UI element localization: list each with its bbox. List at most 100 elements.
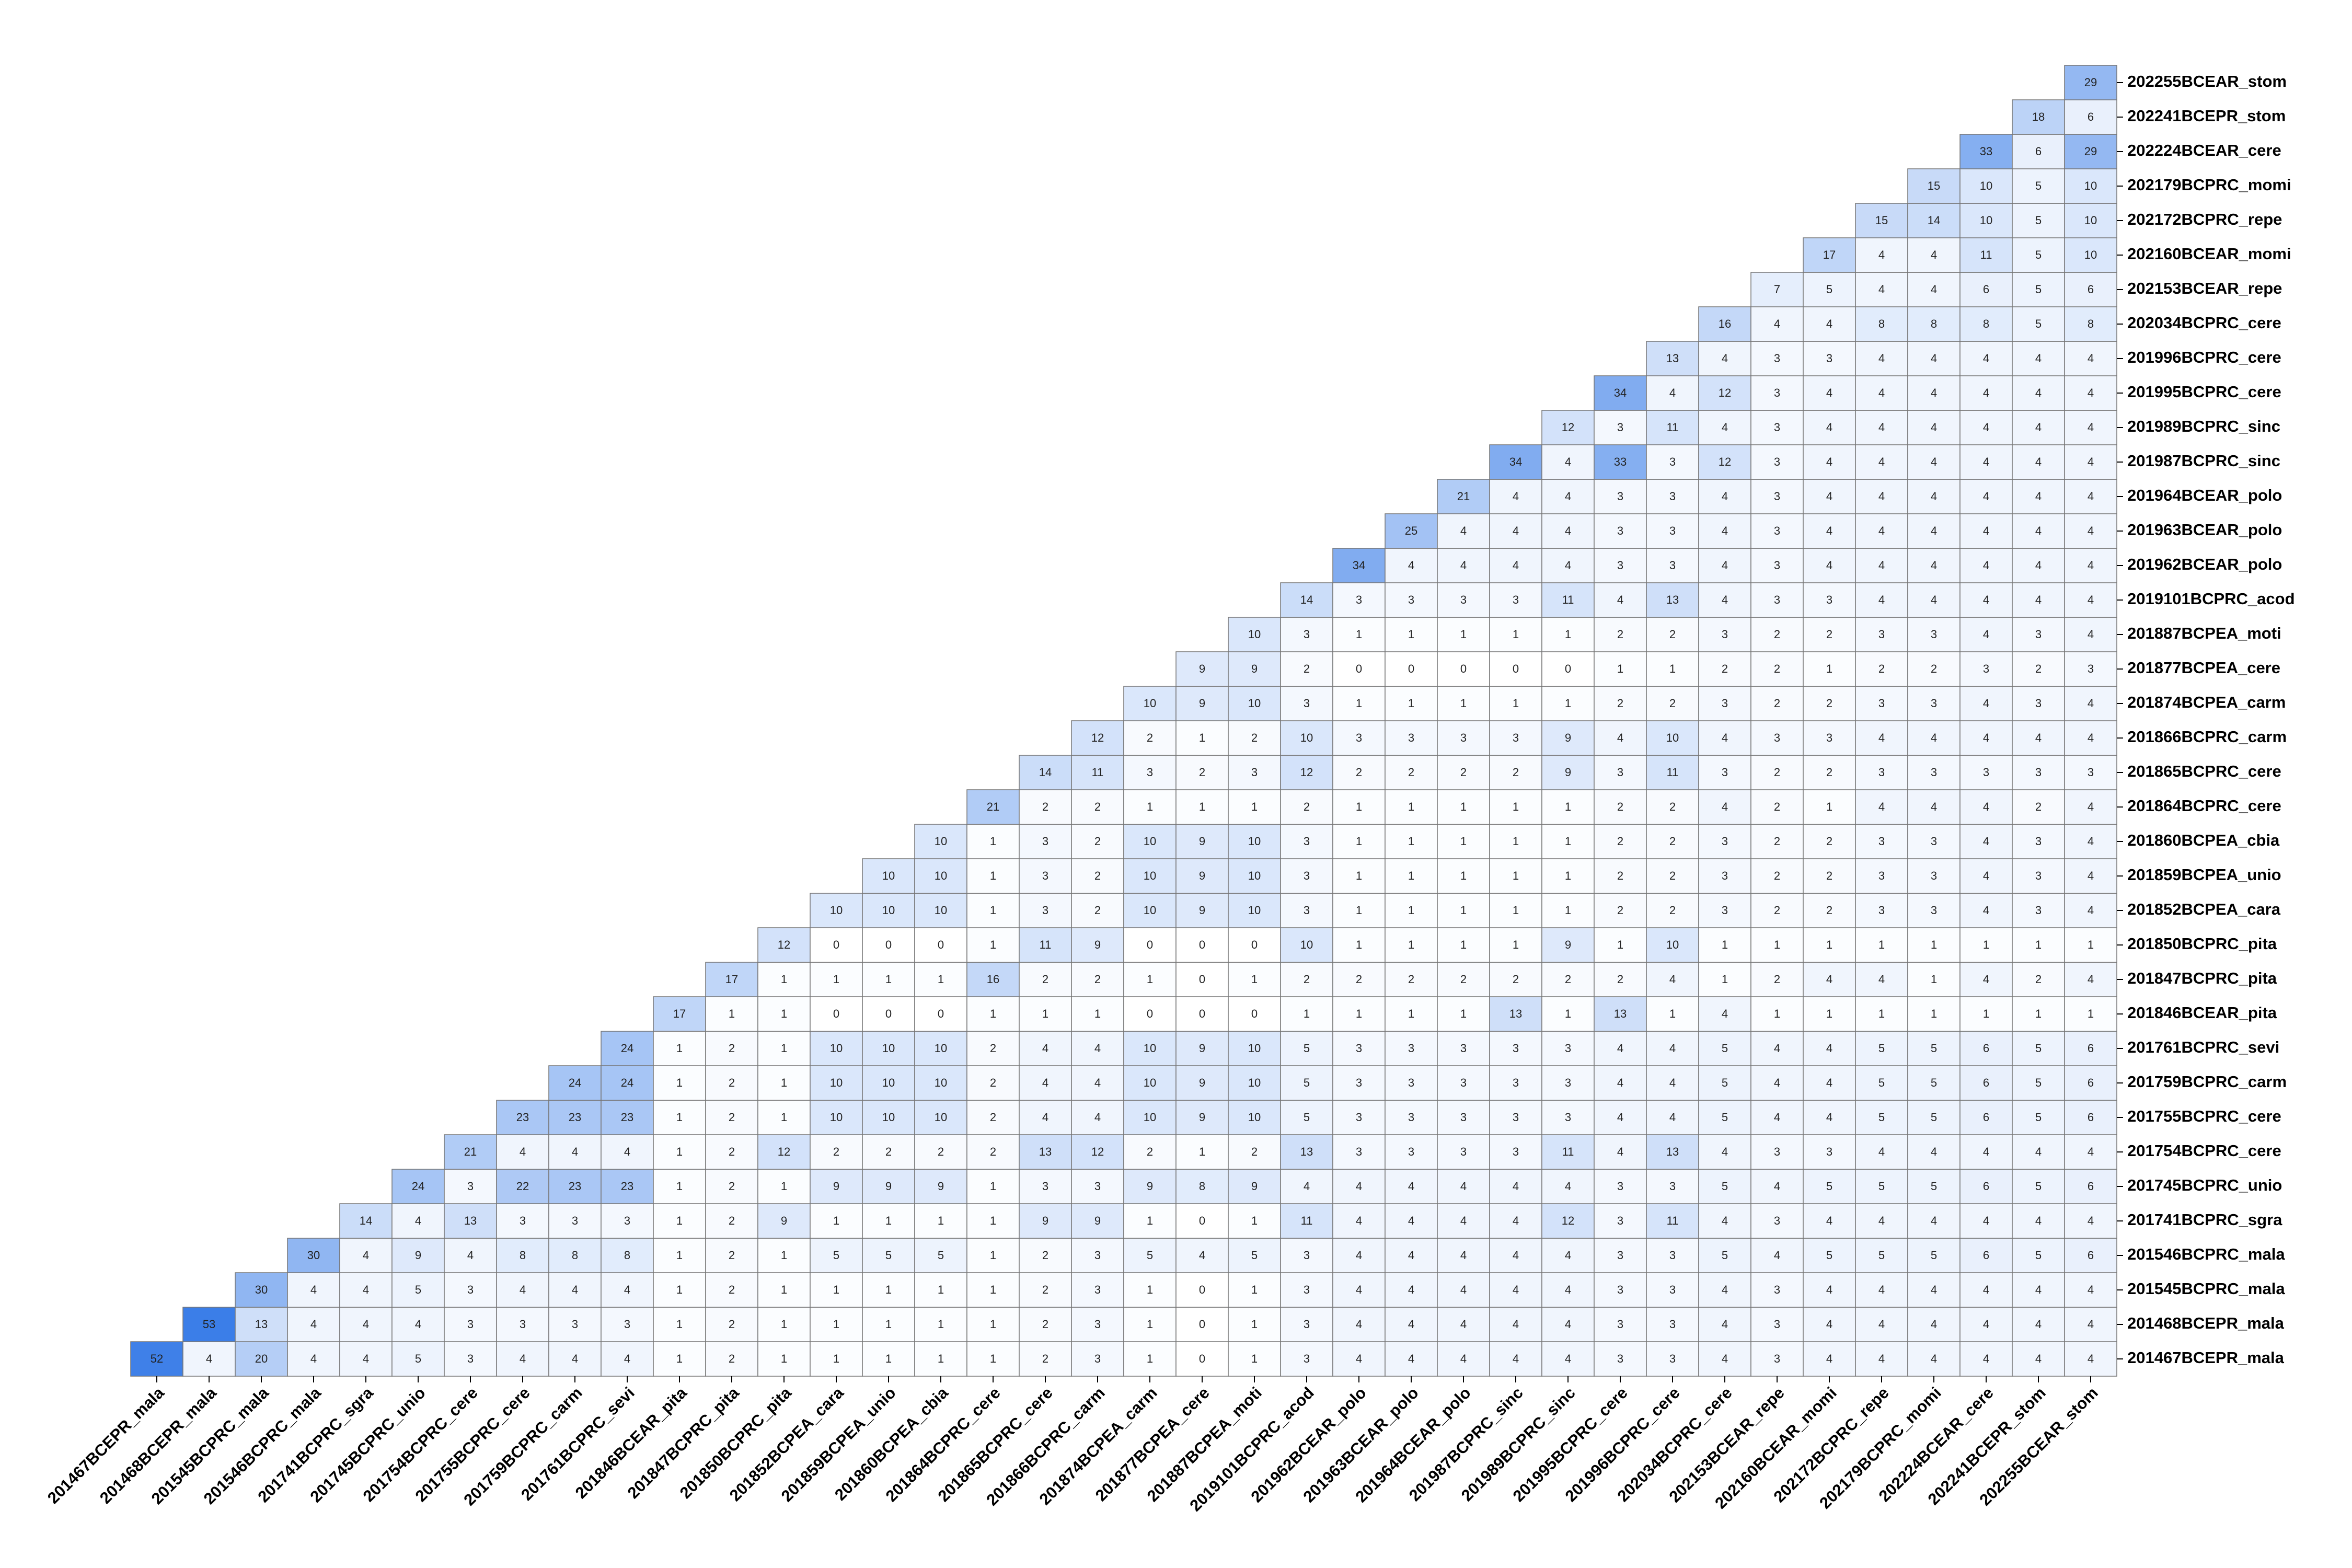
cell-label: 4	[2035, 1145, 2042, 1158]
cell-label: 34	[1509, 455, 1522, 468]
cell-label: 13	[1300, 1145, 1313, 1158]
cell-label: 3	[1669, 1318, 1676, 1331]
cell-label: 5	[1251, 1249, 1258, 1262]
cell-label: 4	[1042, 1111, 1048, 1124]
cell-label: 4	[1722, 593, 1728, 606]
cell	[1123, 686, 1177, 721]
cell-label: 2	[1199, 766, 1205, 779]
cell-label: 4	[1826, 317, 1832, 330]
cell	[2064, 789, 2117, 825]
cell-label: 15	[1875, 214, 1888, 227]
cell-label: 2	[1617, 869, 1623, 882]
row-label: 201964BCEAR_polo	[2127, 486, 2282, 504]
cell-label: 1	[1931, 938, 1937, 951]
cell-label: 5	[1878, 1076, 1885, 1089]
cell	[2064, 134, 2117, 169]
cell	[2012, 1031, 2065, 1066]
cell-label: 4	[1931, 593, 1937, 606]
cell	[1228, 1203, 1281, 1239]
cell	[1594, 927, 1647, 963]
cell-label: 2	[1617, 800, 1623, 813]
cell-label: 3	[1617, 1249, 1623, 1262]
cell-label: 4	[1983, 628, 1989, 641]
cell	[2064, 375, 2117, 411]
cell-label: 4	[1565, 1180, 1571, 1193]
cell-label: 6	[2088, 1180, 2094, 1193]
cell	[1541, 1341, 1595, 1377]
cell-label: 5	[1722, 1180, 1728, 1193]
cell	[1594, 548, 1647, 583]
cell-label: 23	[569, 1111, 581, 1124]
cell-label: 3	[2088, 662, 2094, 675]
cell-label: 10	[830, 1042, 843, 1055]
cell	[1750, 272, 1804, 307]
cell-label: 1	[2035, 1007, 2042, 1020]
cell-label: 8	[1199, 1180, 1205, 1193]
row-label: 202153BCEAR_repe	[2127, 279, 2282, 297]
cell	[1959, 341, 2013, 376]
cell	[2012, 755, 2065, 790]
cell-label: 1	[1408, 835, 1414, 848]
cell-label: 10	[2084, 248, 2097, 261]
cell-label: 15	[1928, 179, 1940, 192]
cell	[601, 1100, 654, 1135]
cell	[1855, 858, 1908, 894]
cell	[2064, 1169, 2117, 1204]
cell	[2064, 548, 2117, 583]
cell-label: 11	[1667, 766, 1679, 779]
cell	[1750, 789, 1804, 825]
cell-label: 4	[1460, 1318, 1467, 1331]
cell-label: 33	[1614, 455, 1627, 468]
cell-label: 4	[1408, 1249, 1414, 1262]
cell	[1385, 1031, 1438, 1066]
cell	[1750, 1272, 1804, 1308]
row-label: 202224BCEAR_cere	[2127, 141, 2281, 159]
cell	[1646, 893, 1699, 928]
cell	[653, 1203, 706, 1239]
cell-label: 3	[1617, 1352, 1623, 1365]
cell	[1541, 789, 1595, 825]
cell	[653, 1238, 706, 1273]
cell-label: 3	[1774, 352, 1780, 365]
cell	[1019, 996, 1072, 1032]
cell	[1228, 686, 1281, 721]
cell-label: 4	[1722, 1145, 1728, 1158]
cell-label: 4	[1983, 731, 1989, 744]
cell	[810, 1100, 863, 1135]
cell-label: 5	[1722, 1249, 1728, 1262]
cell	[1803, 272, 1856, 307]
cell-label: 5	[2035, 1076, 2042, 1089]
cell	[339, 1238, 393, 1273]
cell-label: 2	[1251, 1145, 1258, 1158]
cell	[1228, 927, 1281, 963]
cell	[1855, 720, 1908, 756]
cell	[1019, 1100, 1072, 1135]
cell-label: 4	[1826, 490, 1832, 503]
cell	[1959, 927, 2013, 963]
cell-label: 2	[729, 1249, 735, 1262]
cell-label: 3	[2035, 628, 2042, 641]
cell-label: 4	[2088, 1283, 2094, 1296]
cell-label: 9	[1199, 1076, 1205, 1089]
cell-label: 3	[1304, 1249, 1310, 1262]
cell-label: 1	[676, 1145, 683, 1158]
cell-label: 3	[1460, 1111, 1467, 1124]
cell	[1646, 1031, 1699, 1066]
row-label: 201995BCPRC_cere	[2127, 383, 2281, 401]
cell	[1385, 1134, 1438, 1170]
cell	[1907, 582, 1961, 618]
cell	[1332, 858, 1386, 894]
cell-label: 4	[1878, 1318, 1885, 1331]
cell-label: 5	[1304, 1042, 1310, 1055]
cell-label: 3	[1826, 593, 1832, 606]
cell	[1437, 962, 1490, 997]
cell-label: 2	[1774, 628, 1780, 641]
cell	[1385, 858, 1438, 894]
cell	[1541, 1100, 1595, 1135]
cell-label: 4	[1878, 593, 1885, 606]
cell	[1750, 1134, 1804, 1170]
cell	[1489, 548, 1542, 583]
cell	[1855, 824, 1908, 859]
cell	[1907, 513, 1961, 549]
cell-label: 4	[2088, 386, 2094, 399]
